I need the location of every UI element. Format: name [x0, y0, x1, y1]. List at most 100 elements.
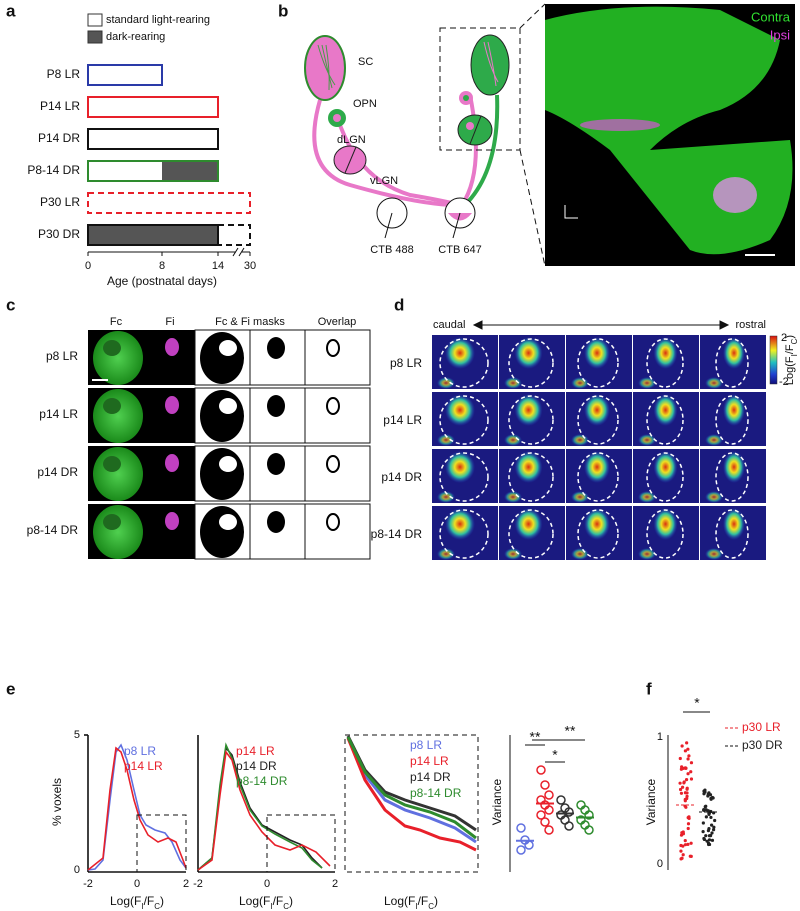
legend-text: p14 DR — [236, 759, 277, 773]
fc-mask — [200, 390, 244, 442]
dot — [703, 805, 707, 809]
sc — [304, 35, 346, 101]
heat-blob — [723, 508, 745, 540]
overlap-image — [304, 329, 371, 386]
legend-text: p30 DR — [742, 738, 783, 752]
tracer-label: CTB 647 — [438, 244, 481, 256]
fi-signal — [165, 396, 179, 414]
dot — [536, 765, 546, 775]
opn — [333, 114, 341, 122]
zoom-box — [136, 814, 187, 873]
tracer-label: CTB 488 — [370, 244, 413, 256]
boundary — [715, 452, 749, 502]
heatmap-images — [432, 335, 766, 560]
label-part: I — [141, 902, 143, 911]
histograms — [84, 734, 479, 873]
dot — [686, 822, 691, 826]
column-label: Fc — [110, 316, 123, 328]
dot — [685, 786, 689, 790]
legend-text: dark-rearing — [106, 31, 165, 43]
row-label: P14 DR — [38, 131, 80, 145]
heat-blob — [638, 491, 656, 503]
significance: ** — [530, 729, 541, 745]
label-part: Log(F — [384, 894, 415, 908]
heat-blob — [437, 491, 455, 503]
dot — [686, 842, 690, 846]
micrograph — [545, 4, 795, 266]
heat-blob — [584, 394, 610, 426]
row-label: p14 DR — [37, 465, 78, 479]
heat-blob — [445, 508, 475, 540]
label-part: C — [154, 902, 160, 911]
boundary — [646, 338, 684, 388]
label-part: I — [415, 902, 417, 911]
row-label: p8 LR — [46, 349, 78, 363]
dot — [683, 839, 687, 843]
fi-mask — [267, 511, 285, 533]
legend-text: p14 LR — [124, 759, 163, 773]
dot — [544, 825, 554, 835]
direction-label: rostral — [735, 319, 766, 331]
dot — [683, 843, 688, 847]
heat-blob — [504, 377, 522, 389]
boundary — [577, 338, 619, 388]
heat-blob — [638, 434, 656, 446]
dot — [683, 804, 687, 808]
dot — [536, 810, 546, 820]
dot — [681, 766, 685, 771]
boundary — [715, 338, 749, 388]
significance-bars — [525, 739, 585, 763]
dot — [680, 785, 685, 789]
bar — [87, 64, 163, 86]
dot — [683, 749, 688, 753]
arrow-head — [472, 320, 483, 330]
heat-blob — [723, 337, 745, 369]
boundary — [508, 452, 554, 502]
boundary — [715, 395, 749, 445]
row-label: p8-14 DR — [27, 523, 79, 537]
bar — [87, 192, 251, 214]
fc-mask — [200, 332, 244, 384]
fc-mask-hole — [219, 398, 237, 414]
heat-blob — [653, 394, 678, 426]
dot — [681, 830, 685, 834]
label-part: C — [790, 338, 799, 344]
colorbar-min: -2 — [779, 376, 789, 388]
ipsi — [580, 119, 660, 131]
dot — [686, 757, 690, 761]
heat-blob — [723, 394, 745, 426]
significance: ** — [565, 723, 576, 739]
label-part: C — [428, 902, 434, 911]
row-label: P14 LR — [40, 99, 80, 113]
legend-text: p14 LR — [410, 754, 449, 768]
dot — [584, 825, 594, 835]
dot — [683, 797, 687, 802]
fi-signal — [165, 512, 179, 530]
column-label: Fc & Fi masks — [215, 316, 285, 328]
dot — [679, 833, 684, 837]
a-row-labels: P8 LR P14 LR P14 DR P8-14 DR P30 LR P30 … — [27, 67, 80, 241]
legend-text: p8 LR — [410, 738, 442, 752]
panel-label: f — [646, 679, 652, 698]
boundary — [577, 509, 619, 559]
boundary — [508, 509, 554, 559]
boundary — [646, 395, 684, 445]
tick-label: 0 — [657, 858, 663, 870]
region-label: SC — [358, 56, 373, 68]
heat-blob — [571, 548, 589, 560]
bar — [87, 160, 219, 182]
a-axis — [87, 247, 251, 257]
dot — [701, 821, 705, 825]
label-part: ) — [289, 894, 293, 908]
row-label: p14 DR — [381, 470, 422, 484]
fc-signal — [93, 389, 143, 443]
region-label: dLGN — [337, 134, 366, 146]
label-part: /F — [273, 894, 284, 908]
opn — [463, 95, 469, 101]
fc-mask — [200, 448, 244, 500]
heat-blob — [514, 394, 543, 426]
dot — [540, 780, 550, 790]
projection-diagram — [304, 3, 546, 267]
heat-blob — [705, 434, 723, 446]
